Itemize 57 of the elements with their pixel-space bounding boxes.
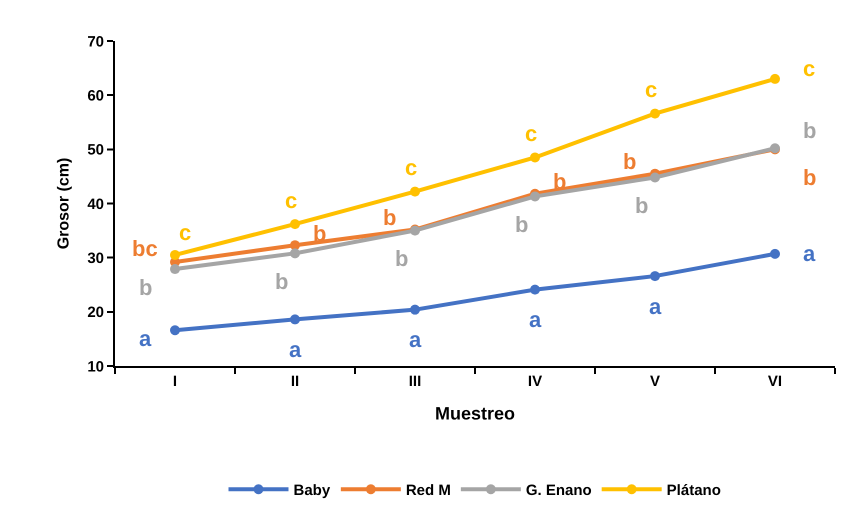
y-tick-label: 70 bbox=[87, 33, 104, 50]
point bbox=[290, 248, 300, 258]
data-label: a bbox=[289, 337, 302, 362]
data-label: bc bbox=[132, 236, 158, 261]
y-axis-title: Grosor (cm) bbox=[56, 158, 73, 250]
data-label: c bbox=[645, 77, 658, 102]
y-tick-label: 10 bbox=[87, 358, 104, 376]
x-axis-title: Muestreo bbox=[434, 404, 516, 424]
point bbox=[650, 172, 660, 182]
data-label: c bbox=[179, 220, 192, 245]
data-label: c bbox=[525, 121, 538, 146]
y-tick-label: 40 bbox=[87, 196, 104, 213]
y-tick-label: 60 bbox=[87, 87, 104, 104]
legend-label: Baby bbox=[294, 482, 331, 500]
point bbox=[290, 314, 300, 324]
data-label: b bbox=[383, 205, 396, 230]
data-label: b bbox=[635, 193, 648, 218]
x-tick-label: VI bbox=[768, 373, 782, 390]
point bbox=[410, 304, 420, 315]
point bbox=[410, 186, 420, 197]
point bbox=[170, 325, 180, 336]
x-tick-label: V bbox=[650, 373, 660, 390]
data-label: b bbox=[803, 165, 816, 190]
data-label: b bbox=[803, 118, 816, 143]
point bbox=[170, 250, 180, 260]
point bbox=[650, 271, 660, 282]
data-label: c bbox=[405, 155, 418, 180]
point bbox=[530, 191, 540, 202]
data-label: b bbox=[275, 269, 288, 294]
data-label: c bbox=[803, 56, 816, 81]
data-label: b bbox=[139, 275, 152, 300]
data-label: a bbox=[803, 241, 816, 266]
point bbox=[290, 219, 300, 230]
data-label: a bbox=[139, 326, 152, 351]
point bbox=[770, 248, 780, 259]
legend-label: G. Enano bbox=[526, 482, 592, 500]
data-label: a bbox=[529, 307, 542, 332]
data-label: a bbox=[409, 327, 422, 352]
x-tick-label: I bbox=[172, 373, 178, 390]
y-tick-label: 20 bbox=[87, 304, 104, 322]
legend-label: Plátano bbox=[666, 482, 721, 500]
y-tick-label: 50 bbox=[87, 142, 104, 159]
legend-label: Red M bbox=[406, 482, 451, 500]
point bbox=[770, 74, 780, 84]
data-label: c bbox=[285, 188, 298, 213]
data-label: a bbox=[649, 294, 662, 319]
data-label: b bbox=[515, 212, 528, 237]
data-label: b bbox=[623, 149, 636, 174]
point bbox=[530, 152, 540, 162]
point bbox=[530, 284, 540, 295]
x-tick-label: II bbox=[290, 373, 300, 390]
point bbox=[650, 108, 660, 119]
x-tick-label: III bbox=[408, 373, 422, 390]
x-tick-label: IV bbox=[528, 373, 542, 390]
y-tick-label: 30 bbox=[87, 250, 104, 267]
data-label: b bbox=[395, 246, 408, 271]
point bbox=[170, 264, 180, 274]
